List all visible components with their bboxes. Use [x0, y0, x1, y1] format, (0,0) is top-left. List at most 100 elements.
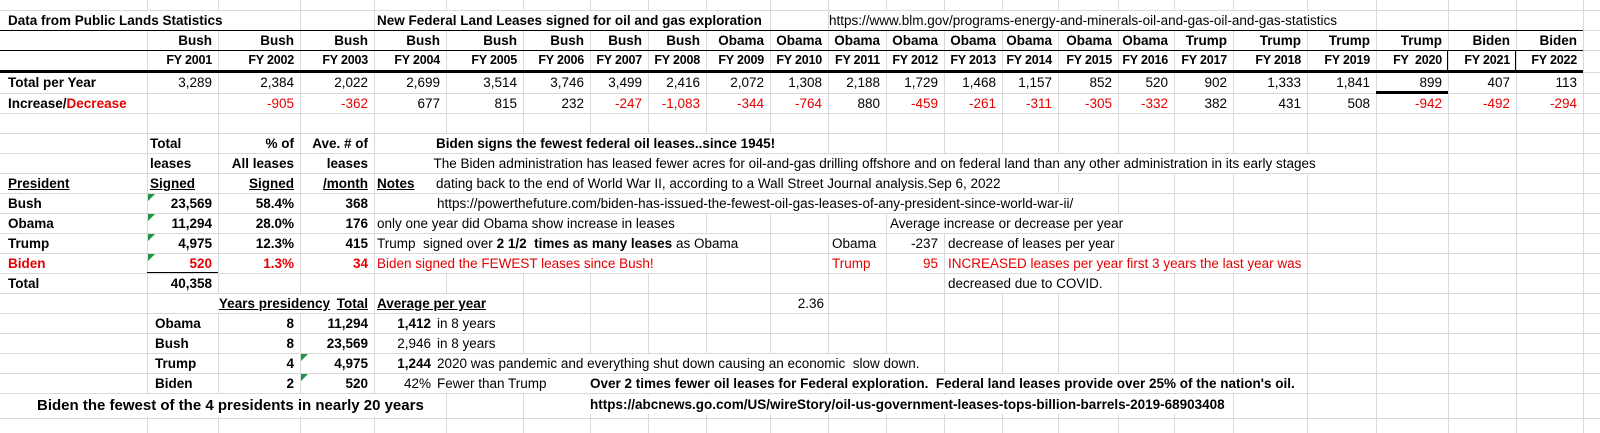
summary-row-biden-pct[interactable]: 1.3% [263, 256, 294, 271]
cell-president[interactable]: Bush [334, 33, 368, 48]
cell-fiscal-year[interactable]: FY 2005 [471, 53, 517, 67]
cell-president[interactable]: Trump [1259, 33, 1301, 48]
cell-change[interactable]: 815 [494, 96, 517, 111]
cell-total-leases[interactable]: 2,072 [730, 75, 764, 90]
summary-header-notes[interactable]: Notes [377, 176, 415, 191]
cell-change[interactable]: -905 [266, 96, 294, 111]
summary-header-month[interactable]: /month [323, 176, 368, 191]
cell-president[interactable]: Obama [1122, 33, 1168, 48]
cell-fiscal-year[interactable]: FY 2008 [654, 53, 700, 67]
summary-header-avg-2[interactable]: leases [326, 156, 368, 171]
years-row-bush-name[interactable]: Bush [155, 336, 189, 351]
avg-row-obama-name[interactable]: Obama [832, 236, 877, 251]
summary-header-pct-2[interactable]: All leases [231, 156, 294, 171]
cell-total-leases[interactable]: 407 [1487, 75, 1510, 90]
cell-total-leases[interactable]: 3,514 [483, 75, 517, 90]
cell-change[interactable]: -362 [340, 96, 368, 111]
cell-total-leases[interactable]: 2,384 [260, 75, 294, 90]
years-row-bush-total[interactable]: 23,569 [326, 336, 368, 351]
cell-total-leases[interactable]: 1,333 [1267, 75, 1301, 90]
summary-row-obama-signed[interactable]: 11,294 [171, 216, 212, 231]
cell-president[interactable]: Bush [666, 33, 700, 48]
cell-fiscal-year[interactable]: FY 2020 [1393, 53, 1442, 67]
cell-president[interactable]: Trump [1185, 33, 1227, 48]
cell-total-leases[interactable]: 3,499 [608, 75, 642, 90]
years-row-obama-years[interactable]: 8 [286, 316, 294, 331]
cell-president[interactable]: Biden [1472, 33, 1510, 48]
summary-row-biden-name[interactable]: Biden [8, 256, 46, 271]
cell-change[interactable]: -332 [1140, 96, 1168, 111]
avg-row-trump-value[interactable]: 95 [922, 256, 938, 271]
cell-fiscal-year[interactable]: FY 2017 [1181, 53, 1227, 67]
cell-change[interactable] [147, 94, 218, 113]
summary-row-trump-pct[interactable]: 12.3% [255, 236, 294, 251]
cell-fiscal-year[interactable]: FY 2012 [892, 53, 938, 67]
cell-total-leases[interactable]: 2,022 [334, 75, 368, 90]
summary-row-bush-signed[interactable]: 23,569 [170, 196, 212, 211]
cell-change[interactable]: -764 [794, 96, 822, 111]
cell-fiscal-year[interactable]: FY 2014 [1006, 53, 1052, 67]
row-label-increase-decrease[interactable]: Increase/Decrease [8, 94, 127, 113]
cell-fiscal-year[interactable]: FY 2004 [394, 53, 440, 67]
years-row-obama-total[interactable]: 11,294 [327, 316, 368, 331]
avg-row-trump-name[interactable]: Trump [832, 256, 871, 271]
cell-change[interactable]: 431 [1278, 96, 1301, 111]
cell-president[interactable]: Bush [260, 33, 294, 48]
summary-row-bush-avg[interactable]: 368 [345, 196, 368, 211]
cell-change[interactable]: -247 [614, 96, 642, 111]
cell-change[interactable]: -344 [736, 96, 764, 111]
cell-total-leases[interactable]: 899 [1419, 75, 1442, 90]
cell-fiscal-year[interactable]: FY 2016 [1122, 53, 1168, 67]
cell-president[interactable]: Bush [608, 33, 642, 48]
summary-row-bush-pct[interactable]: 58.4% [255, 196, 294, 211]
cell-change[interactable]: 880 [857, 96, 880, 111]
years-header[interactable]: Years presidency [165, 294, 333, 313]
years-row-biden-name[interactable]: Biden [155, 376, 193, 391]
cell-president[interactable]: Obama [834, 33, 880, 48]
cell-change[interactable]: -294 [1549, 96, 1577, 111]
years-row-trump-name[interactable]: Trump [155, 356, 197, 371]
years-row-biden-total[interactable]: 520 [345, 376, 368, 391]
cell-change[interactable]: 508 [1347, 96, 1370, 111]
cell-total-leases[interactable]: 902 [1204, 75, 1227, 90]
cell-total-leases[interactable]: 520 [1145, 75, 1168, 90]
cell-fiscal-year[interactable]: FY 2019 [1324, 53, 1370, 67]
summary-row-trump-signed[interactable]: 4,975 [178, 236, 212, 251]
years-row-obama-avg[interactable]: 1,412 [397, 316, 431, 331]
summary-header-pct[interactable]: % of [265, 136, 295, 151]
cell-change[interactable]: -942 [1414, 96, 1442, 111]
cell-fiscal-year[interactable]: FY 2009 [718, 53, 764, 67]
side-value-cell[interactable]: 2.36 [797, 296, 824, 311]
cell-total-leases[interactable]: 2,188 [846, 75, 880, 90]
cell-total-leases[interactable]: 1,157 [1018, 75, 1052, 90]
years-header-average[interactable]: Average per year [377, 294, 490, 313]
cell-president[interactable]: Obama [950, 33, 996, 48]
summary-row-trump-name[interactable]: Trump [8, 236, 50, 251]
summary-header-total-2[interactable]: leases [150, 156, 192, 171]
summary-header-president[interactable]: President [8, 176, 70, 191]
summary-header-total[interactable]: Total [150, 136, 182, 151]
summary-row-biden-signed[interactable]: 520 [189, 256, 212, 271]
cell-change[interactable]: 232 [561, 96, 584, 111]
cell-fiscal-year[interactable]: FY 2021 [1464, 53, 1510, 67]
cell-total-leases[interactable]: 3,746 [550, 75, 584, 90]
cell-total-leases[interactable]: 1,841 [1336, 75, 1370, 90]
summary-row-obama-pct[interactable]: 28.0% [255, 216, 294, 231]
summary-row-biden-avg[interactable]: 34 [352, 256, 368, 271]
cell-change[interactable]: -305 [1084, 96, 1112, 111]
cell-fiscal-year[interactable]: FY 2002 [248, 53, 294, 67]
summary-header-avg[interactable]: Ave. # of [312, 136, 368, 151]
years-row-biden-avg[interactable]: 42% [403, 376, 431, 391]
summary-row-obama-name[interactable]: Obama [8, 216, 54, 231]
powerthefuture-url-link[interactable]: https://powerthefuture.com/biden-has-iss… [437, 194, 1077, 213]
cell-total-leases[interactable]: 1,729 [904, 75, 938, 90]
cell-fiscal-year[interactable]: FY 2011 [835, 53, 880, 67]
cell-president[interactable]: Trump [1328, 33, 1370, 48]
cell-change[interactable]: 382 [1204, 96, 1227, 111]
cell-total-leases[interactable]: 113 [1555, 75, 1577, 90]
cell-change[interactable]: 677 [417, 96, 440, 111]
years-row-bush-years[interactable]: 8 [286, 336, 294, 351]
summary-row-trump-avg[interactable]: 415 [345, 236, 368, 251]
summary-row-bush-name[interactable]: Bush [8, 196, 42, 211]
cell-fiscal-year[interactable]: FY 2022 [1531, 53, 1577, 67]
